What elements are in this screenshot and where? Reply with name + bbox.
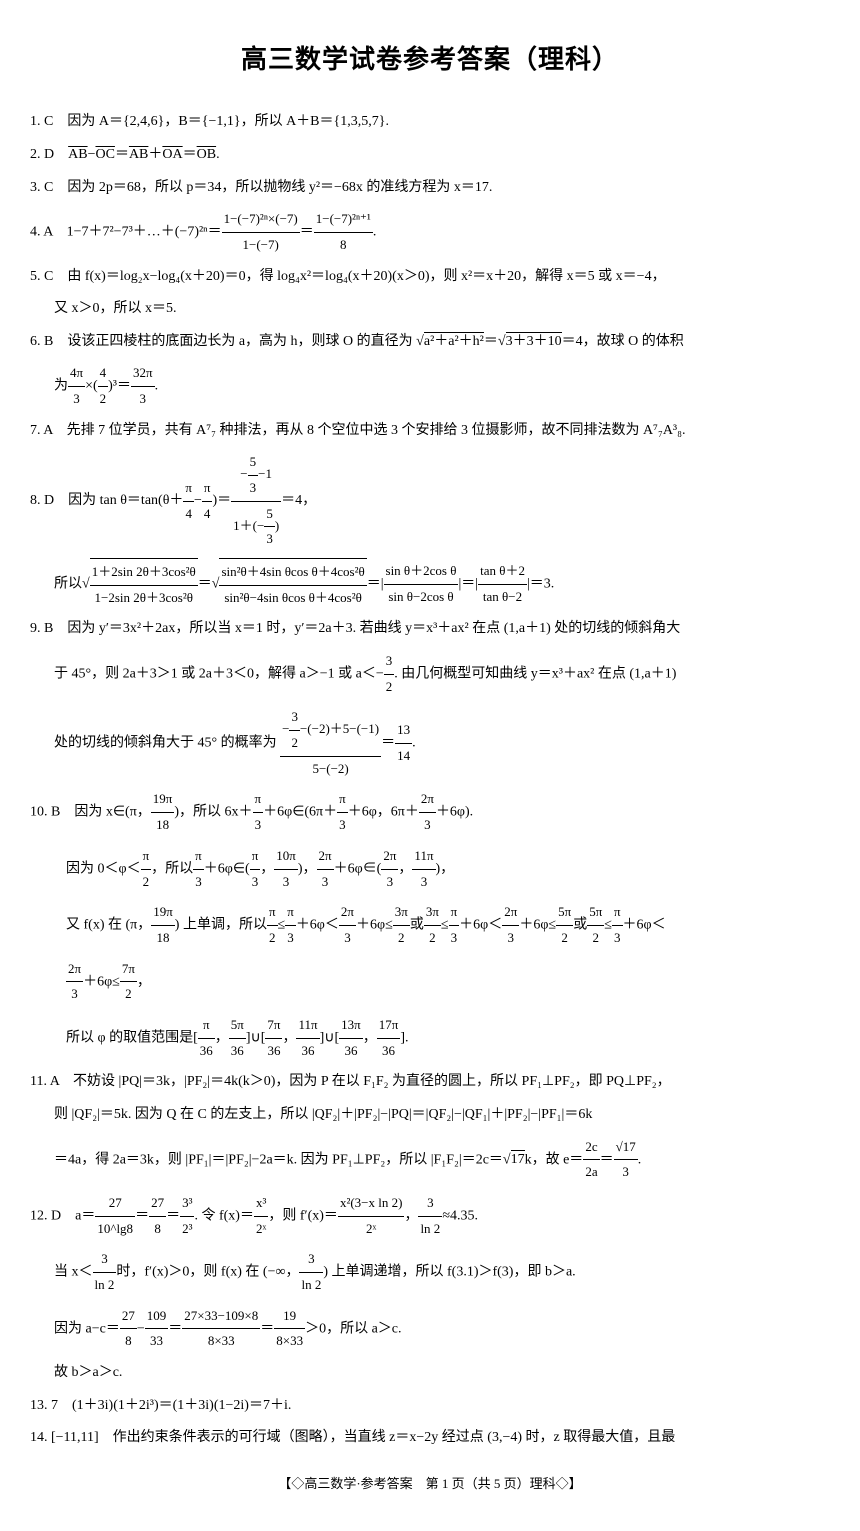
q12-num: 12. D — [30, 1208, 61, 1223]
answer-6b: 为4π3×(42)³＝32π3. — [54, 361, 830, 411]
q6-sq2: 3＋3＋10 — [506, 332, 562, 349]
q8-l1b: 因为 tan θ＝tan(θ＋ — [54, 493, 183, 508]
answer-11c: ＝4a，得 2a＝3k，则 |PF₁|＝|PF₂|−2a＝k. 因为 PF₁⊥P… — [54, 1135, 830, 1185]
q4-after: . — [373, 225, 377, 240]
q14-num: 14. [−11,11] — [30, 1430, 99, 1445]
q6-l2b: 为 — [54, 379, 68, 394]
q4-mid: ＝ — [300, 225, 314, 240]
q5-line2: 又 x＞0，所以 x＝5. — [54, 301, 177, 316]
q1-text: 因为 A＝{2,4,6}，B＝{−1,1}，所以 A＋B＝{1,3,5,7}. — [53, 114, 389, 129]
answer-10d: 2π3＋6φ≤7π2， — [66, 957, 830, 1007]
page-footer: 【◇高三数学·参考答案 第 1 页（共 5 页）理科◇】 — [30, 1472, 830, 1497]
answer-12c: 因为 a−c＝278−10933＝27×33−109×88×33＝198×33＞… — [54, 1304, 830, 1354]
answer-5b: 又 x＞0，所以 x＝5. — [54, 296, 830, 323]
answer-10b: 因为 0＜φ＜π2，所以π3＋6φ∈(π3，10π3)，2π3＋6φ∈(2π3，… — [66, 844, 830, 894]
q1-num: 1. C — [30, 114, 53, 129]
answer-10c: 又 f(x) 在 (π，19π18) 上单调，所以π2≤π3＋6φ＜2π3＋6φ… — [66, 900, 830, 950]
q5-num: 5. C — [30, 269, 53, 284]
q5-line1: 由 f(x)＝log₂x−log₄(x＋20)＝0，得 log₄x²＝log₄(… — [53, 269, 665, 284]
answer-12d: 故 b＞a＞c. — [54, 1360, 830, 1387]
answer-4: 4. A 1−7＋7²−7³＋…＋(−7)²ⁿ＝1−(−7)²ⁿ×(−7)1−(… — [30, 207, 830, 257]
q6-l2m1: ×( — [85, 379, 98, 394]
answer-8b: 所以√1＋2sin 2θ＋3cos²θ1−2sin 2θ＋3cos²θ＝√sin… — [54, 558, 830, 610]
answer-7: 7. A 先排 7 位学员，共有 A⁷₇ 种排法，再从 8 个空位中选 3 个安… — [30, 418, 830, 445]
answer-9: 9. B 因为 y′＝3x²＋2ax，所以当 x＝1 时，y′＝2a＋3. 若曲… — [30, 616, 830, 643]
q14-text: 作出约束条件表示的可行域（图略），当直线 z＝x−2y 经过点 (3,−4) 时… — [99, 1430, 676, 1445]
q11-num: 11. A — [30, 1074, 59, 1089]
answer-13: 13. 7 (1＋3i)(1＋2i³)＝(1＋3i)(1−2i)＝7＋i. — [30, 1393, 830, 1420]
answer-2: 2. D AB−OC＝AB＋OA＝OB. — [30, 142, 830, 169]
q6-l2a: . — [155, 379, 159, 394]
answer-10e: 所以 φ 的取值范围是[π36，5π36]∪[7π36，11π36]∪[13π3… — [66, 1013, 830, 1063]
answer-6: 6. B 设该正四棱柱的底面边长为 a，高为 h，则球 O 的直径为 √a²＋a… — [30, 329, 830, 356]
q6-l2m2: )³＝ — [108, 379, 131, 394]
q4-before: 1−7＋7²−7³＋…＋(−7)²ⁿ＝ — [53, 225, 222, 240]
q4-frac1: 1−(−7)²ⁿ×(−7)1−(−7) — [222, 207, 300, 257]
answer-14: 14. [−11,11] 作出约束条件表示的可行域（图略），当直线 z＝x−2y… — [30, 1425, 830, 1452]
q10-num: 10. B — [30, 805, 60, 820]
q6-l1a: ＝4，故球 O 的体积 — [562, 334, 684, 349]
q6-l1b: 设该正四棱柱的底面边长为 a，高为 h，则球 O 的直径为 √ — [53, 334, 424, 349]
page-title: 高三数学试卷参考答案（理科） — [30, 35, 830, 84]
q3-text: 因为 2p＝68，所以 p＝34，所以抛物线 y²＝−68x 的准线方程为 x＝… — [53, 180, 492, 195]
q6-num: 6. B — [30, 334, 53, 349]
q2-text: AB−OC＝AB＋OA＝OB. — [54, 147, 219, 162]
q7-text: 先排 7 位学员，共有 A⁷₇ 种排法，再从 8 个空位中选 3 个安排给 3 … — [53, 423, 686, 438]
q2-num: 2. D — [30, 147, 54, 162]
answer-8: 8. D 因为 tan θ＝tan(θ＋π4−π4)＝−53−11＋(−53)＝… — [30, 450, 830, 552]
q4-num: 4. A — [30, 225, 53, 240]
q8-num: 8. D — [30, 493, 54, 508]
answer-5: 5. C 由 f(x)＝log₂x−log₄(x＋20)＝0，得 log₄x²＝… — [30, 264, 830, 291]
answer-11: 11. A 不妨设 |PQ|＝3k，|PF₂|＝4k(k＞0)，因为 P 在以 … — [30, 1069, 830, 1096]
q13-num: 13. 7 — [30, 1398, 58, 1413]
answer-9c: 处的切线的倾斜角大于 45° 的概率为 −32−(−2)＋5−(−1)5−(−2… — [54, 705, 830, 781]
answer-12b: 当 x＜3ln 2时，f′(x)＞0，则 f(x) 在 (−∞，3ln 2) 上… — [54, 1247, 830, 1297]
answer-12: 12. D a＝2710^lg8＝278＝3³2³. 令 f(x)＝x³2ˣ，则… — [30, 1191, 830, 1241]
q6-l1m: ＝√ — [484, 334, 506, 349]
q4-frac2: 1−(−7)²ⁿ⁺¹8 — [314, 207, 373, 257]
answer-9b: 于 45°，则 2a＋3＞1 或 2a＋3＜0，解得 a＞−1 或 a＜−32.… — [54, 649, 830, 699]
answer-3: 3. C 因为 2p＝68，所以 p＝34，所以抛物线 y²＝−68x 的准线方… — [30, 175, 830, 202]
answer-11b: 则 |QF₂|＝5k. 因为 Q 在 C 的左支上，所以 |QF₂|＋|PF₂|… — [54, 1102, 830, 1129]
q3-num: 3. C — [30, 180, 53, 195]
q6-sq1: a²＋a²＋h² — [424, 332, 484, 349]
answer-1: 1. C 因为 A＝{2,4,6}，B＝{−1,1}，所以 A＋B＝{1,3,5… — [30, 109, 830, 136]
q13-text: (1＋3i)(1＋2i³)＝(1＋3i)(1−2i)＝7＋i. — [58, 1398, 291, 1413]
answer-10: 10. B 因为 x∈(π，19π18)，所以 6x＋π3＋6φ∈(6π＋π3＋… — [30, 787, 830, 837]
q7-num: 7. A — [30, 423, 53, 438]
q9-num: 9. B — [30, 621, 53, 636]
